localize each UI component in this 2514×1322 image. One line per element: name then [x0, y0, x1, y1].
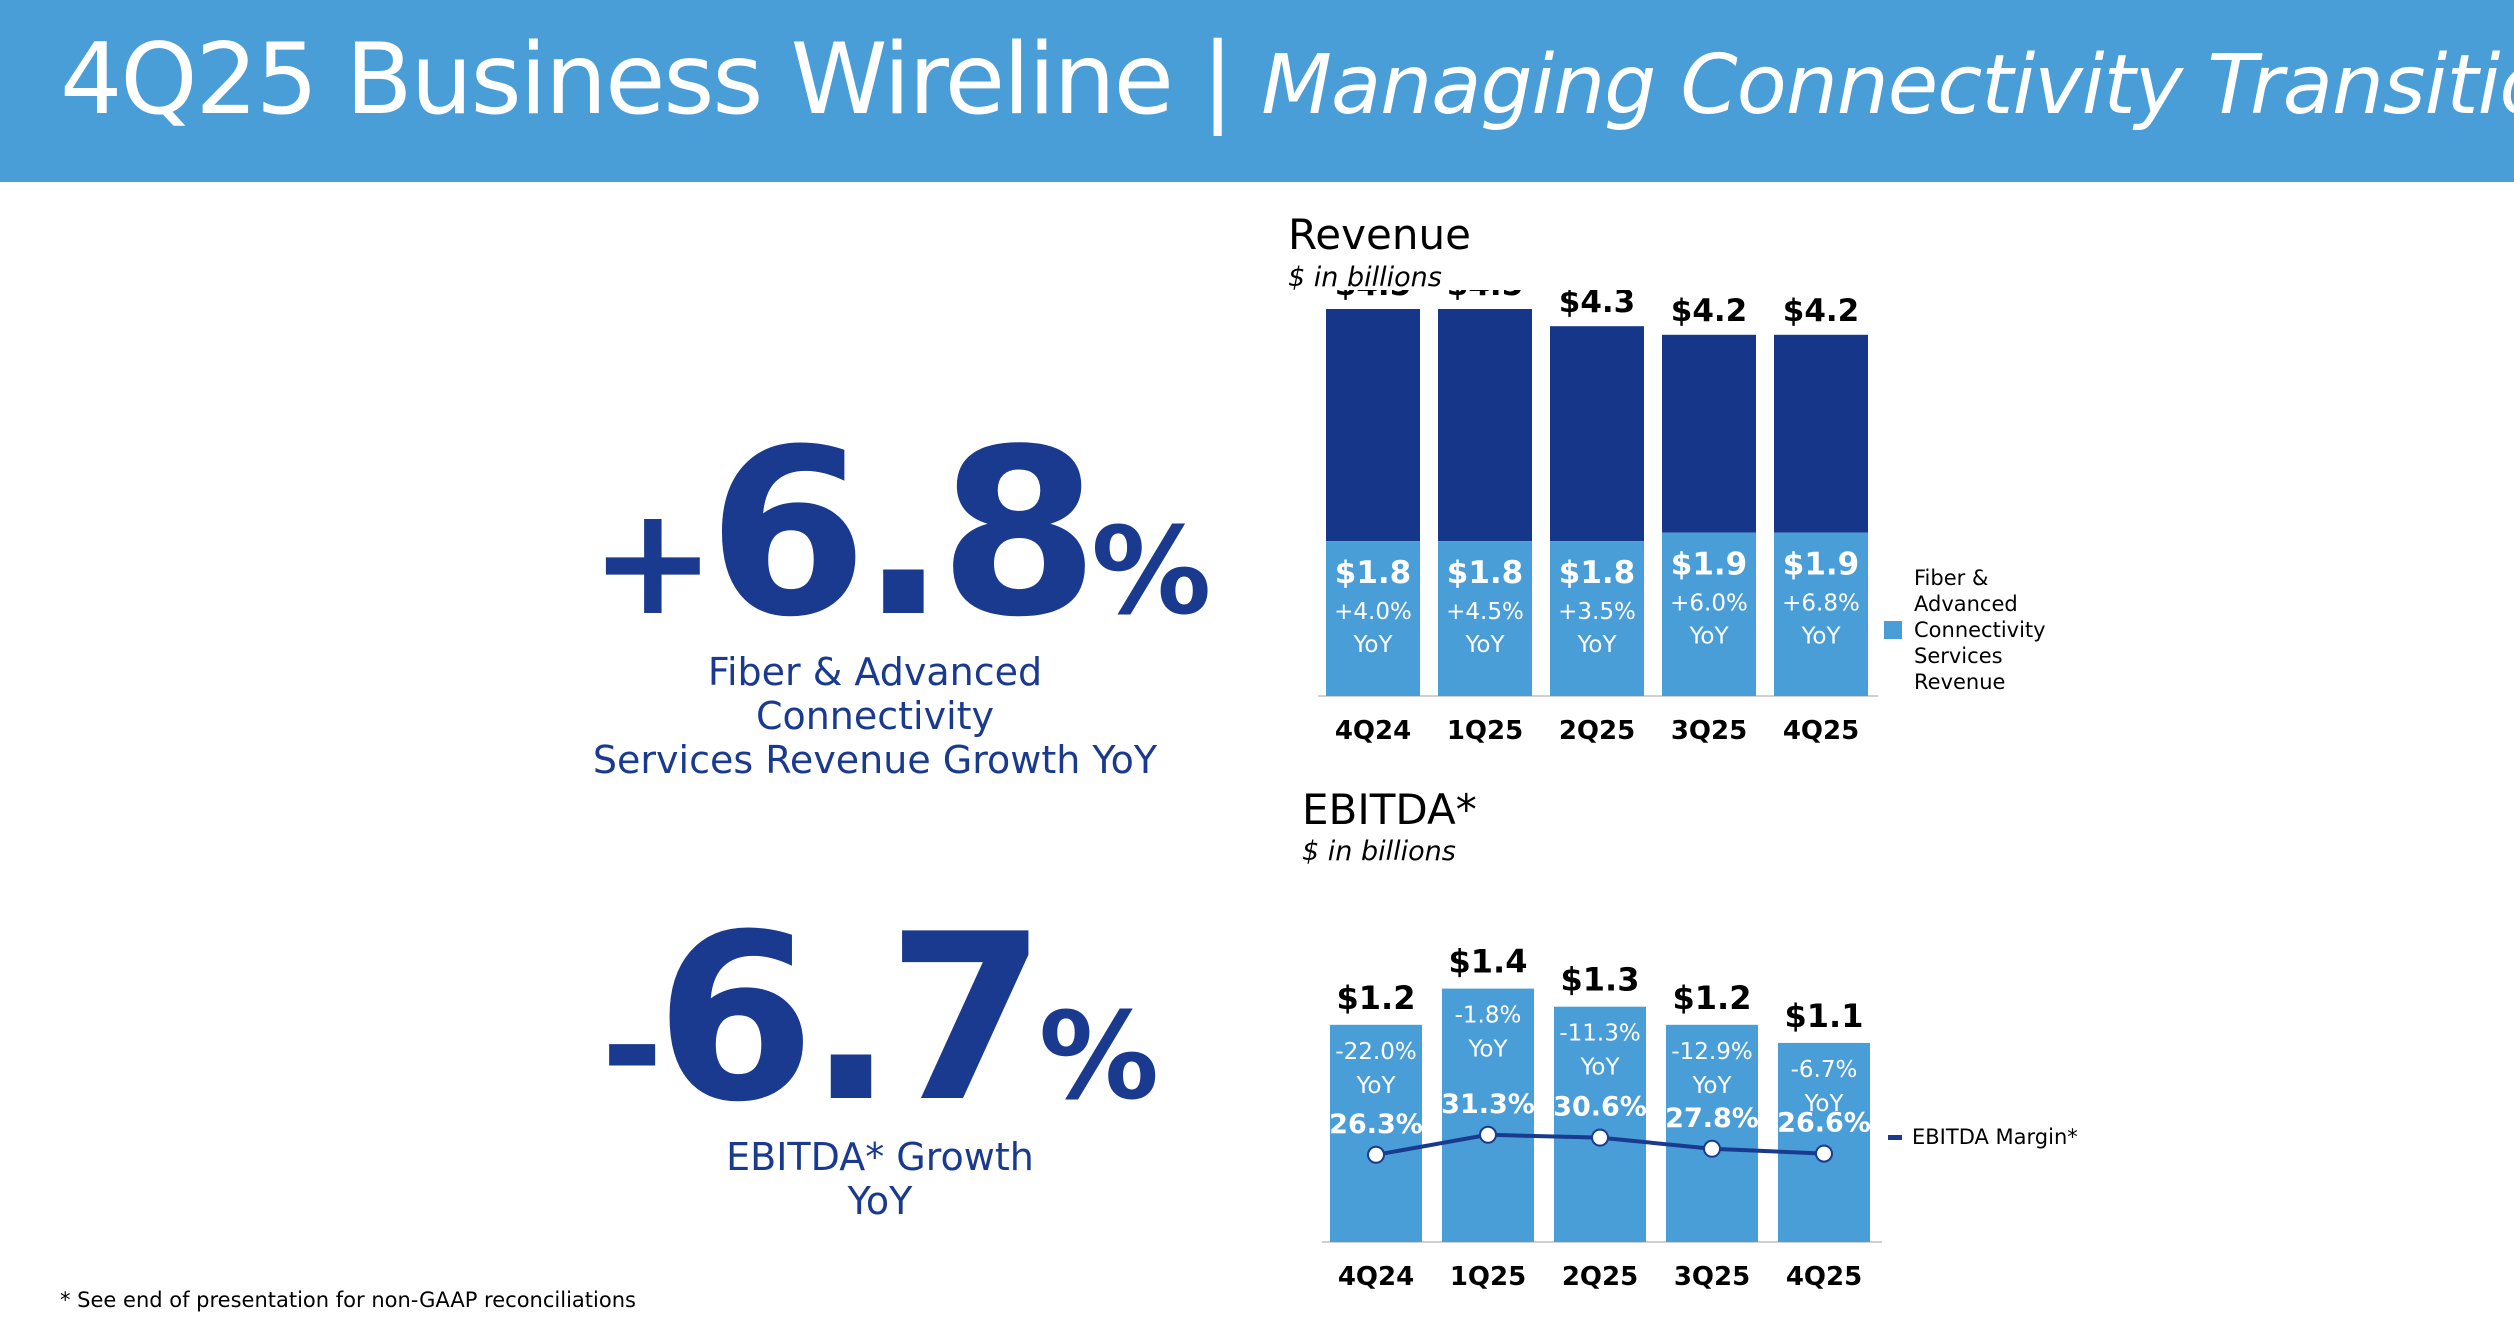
- ebitda-bar: [1330, 1024, 1422, 1242]
- ebitda-value-label: $1.2: [1673, 979, 1752, 1017]
- kpi-ebitda-growth: -6.7% EBITDA* Growth YoY: [600, 886, 1160, 1224]
- revenue-yoy-label: YoY: [1464, 632, 1505, 658]
- revenue-legend-swatch: [1884, 621, 1902, 639]
- ebitda-value-label: $1.2: [1337, 979, 1416, 1017]
- ebitda-value-label: $1.1: [1785, 997, 1864, 1035]
- ebitda-margin-label: 30.6%: [1553, 1092, 1647, 1123]
- ebitda-growth-label: -12.9%: [1671, 1039, 1752, 1065]
- revenue-chart: $4.5 $1.8 +4.0% YoY 4Q24 $4.5 $1.8 +4.5% YoY 1Q25…: [1318, 290, 1878, 746]
- revenue-fiber-label: $1.8: [1559, 555, 1636, 591]
- revenue-growth-label: +4.5%: [1446, 599, 1524, 625]
- ebitda-margin-point: [1815, 1144, 1833, 1163]
- revenue-yoy-label: YoY: [1352, 632, 1393, 658]
- ebitda-growth-label: -11.3%: [1559, 1021, 1640, 1047]
- ebitda-yoy-label: YoY: [1803, 1091, 1844, 1117]
- revenue-bar-other: [1438, 309, 1532, 542]
- ebitda-margin-label: 27.8%: [1665, 1103, 1759, 1134]
- kpi-ebitda-label: EBITDA* Growth YoY: [726, 1135, 1034, 1223]
- ebitda-chart-unit: $ in billions: [1302, 836, 1456, 867]
- ebitda-category-label: 2Q25: [1562, 1262, 1638, 1292]
- ebitda-yoy-label: YoY: [1467, 1037, 1508, 1063]
- ebitda-margin-point: [1479, 1125, 1497, 1144]
- ebitda-bar: [1442, 988, 1534, 1242]
- revenue-bar-fiber: [1326, 541, 1420, 696]
- ebitda-legend-line: [1888, 1135, 1902, 1140]
- title-subtitle: Managing Connectivity Transition: [1261, 38, 2514, 133]
- ebitda-legend-label: EBITDA Margin*: [1912, 1125, 2078, 1149]
- ebitda-yoy-label: YoY: [1355, 1073, 1396, 1099]
- revenue-yoy-label: YoY: [1800, 624, 1841, 650]
- ebitda-margin-label: 26.6%: [1777, 1108, 1871, 1139]
- ebitda-margin-point: [1367, 1145, 1385, 1164]
- revenue-total-label: $4.3: [1559, 290, 1636, 320]
- kpi-fiber-growth: +6.8% Fiber & Advanced Connectivity Serv…: [590, 401, 1212, 783]
- revenue-category-label: 4Q25: [1783, 716, 1859, 746]
- ebitda-yoy-label: YoY: [1579, 1055, 1620, 1081]
- revenue-total-label: $4.5: [1335, 290, 1412, 303]
- revenue-bar-fiber: [1550, 541, 1644, 696]
- title-separator: |: [1201, 23, 1234, 137]
- ebitda-margin-label: 31.3%: [1441, 1089, 1535, 1120]
- revenue-fiber-label: $1.9: [1783, 547, 1860, 583]
- revenue-category-label: 2Q25: [1559, 716, 1635, 746]
- revenue-fiber-label: $1.8: [1447, 555, 1524, 591]
- ebitda-category-label: 1Q25: [1450, 1262, 1526, 1292]
- revenue-fiber-label: $1.8: [1335, 555, 1412, 591]
- page-title: 4Q25 Business Wireline | Managing Connec…: [60, 20, 2514, 146]
- ebitda-growth-label: -1.8%: [1455, 1003, 1522, 1029]
- ebitda-margin-point: [1591, 1128, 1609, 1147]
- revenue-fiber-label: $1.9: [1671, 547, 1748, 583]
- header-banner: 4Q25 Business Wireline | Managing Connec…: [0, 0, 2514, 182]
- revenue-chart-title: Revenue: [1288, 210, 1471, 259]
- ebitda-chart: $1.2 -22.0% YoY 4Q24 $1.4 -1.8% YoY 1Q25 $1.3 -11…: [1322, 943, 1882, 1292]
- revenue-bar-other: [1662, 334, 1756, 533]
- ebitda-growth-label: -6.7%: [1791, 1057, 1858, 1083]
- footnote: * See end of presentation for non-GAAP r…: [60, 1288, 636, 1312]
- kpi-fiber-value: +6.8%: [590, 401, 1212, 668]
- ebitda-yoy-label: YoY: [1691, 1073, 1732, 1099]
- ebitda-value-label: $1.4: [1449, 943, 1528, 981]
- revenue-total-label: $4.2: [1671, 293, 1748, 329]
- ebitda-bar: [1666, 1024, 1758, 1242]
- revenue-legend-label: Fiber & Advanced Connectivity Services R…: [1914, 566, 2046, 694]
- kpi-ebitda-value: -6.7%: [601, 886, 1159, 1153]
- revenue-total-label: $4.2: [1783, 293, 1860, 329]
- ebitda-category-label: 4Q24: [1338, 1262, 1414, 1292]
- revenue-bar-other: [1326, 309, 1420, 542]
- revenue-category-label: 1Q25: [1447, 716, 1523, 746]
- revenue-growth-label: +4.0%: [1334, 599, 1412, 625]
- title-text: 4Q25 Business Wireline: [60, 23, 1174, 137]
- ebitda-value-label: $1.3: [1561, 961, 1640, 999]
- revenue-yoy-label: YoY: [1688, 624, 1729, 650]
- revenue-bar-other: [1774, 334, 1868, 533]
- revenue-category-label: 3Q25: [1671, 716, 1747, 746]
- revenue-bar-fiber: [1774, 532, 1868, 696]
- ebitda-growth-label: -22.0%: [1335, 1039, 1416, 1065]
- revenue-chart-unit: $ in billions: [1288, 262, 1442, 293]
- ebitda-category-label: 3Q25: [1674, 1262, 1750, 1292]
- ebitda-margin-point: [1703, 1139, 1721, 1158]
- ebitda-category-label: 4Q25: [1786, 1262, 1862, 1292]
- ebitda-margin-label: 26.3%: [1329, 1109, 1423, 1140]
- revenue-bar-fiber: [1438, 541, 1532, 696]
- revenue-growth-label: +6.8%: [1782, 591, 1860, 617]
- kpi-fiber-label: Fiber & Advanced Connectivity Services R…: [592, 650, 1158, 782]
- revenue-yoy-label: YoY: [1576, 632, 1617, 658]
- ebitda-bar: [1778, 1042, 1870, 1242]
- revenue-bar-fiber: [1662, 532, 1756, 696]
- ebitda-chart-title: EBITDA*: [1302, 785, 1477, 834]
- revenue-growth-label: +6.0%: [1670, 591, 1748, 617]
- ebitda-bar: [1554, 1006, 1646, 1242]
- revenue-total-label: $4.5: [1447, 290, 1524, 303]
- revenue-bar-other: [1550, 326, 1644, 542]
- revenue-category-label: 4Q24: [1335, 716, 1411, 746]
- revenue-growth-label: +3.5%: [1558, 599, 1636, 625]
